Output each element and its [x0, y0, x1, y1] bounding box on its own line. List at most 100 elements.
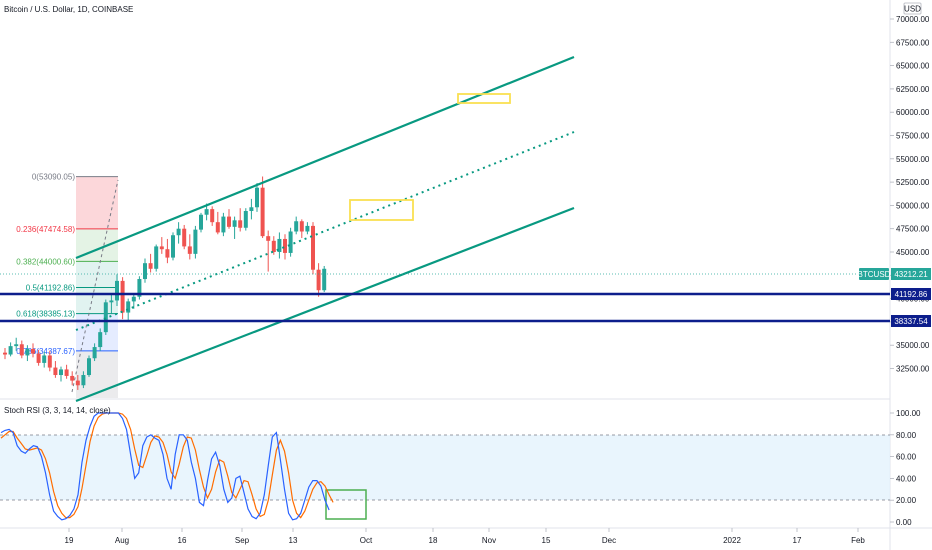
fib-zone-5: [76, 350, 118, 398]
fib-label-4: 0.618(38385.13): [16, 310, 75, 319]
candle-49: [277, 232, 282, 259]
fib-label-0: 0(53090.05): [32, 173, 75, 182]
time-tick-7: Nov: [482, 536, 496, 545]
candle-16: [92, 343, 97, 362]
channel-upper-line[interactable]: [75, 55, 575, 260]
time-tick-11: 17: [793, 536, 802, 545]
candle-5: [31, 343, 35, 358]
candle-14: [81, 371, 86, 389]
symbol-badge-text: BTCUSD: [858, 270, 891, 279]
candle-9: [53, 361, 58, 378]
candle-23: [131, 293, 136, 309]
candle-13: [75, 375, 80, 390]
candle-32: [182, 224, 187, 250]
rsi-highlight-box[interactable]: [325, 489, 367, 520]
rsi-tick-4: 20.00: [896, 496, 917, 505]
currency-text: USD: [904, 5, 921, 14]
candle-29: [165, 238, 170, 264]
candle-47: [266, 230, 271, 272]
channel-lower-line[interactable]: [75, 206, 575, 403]
target-box-mid[interactable]: [349, 199, 414, 221]
price-tick-4: 60000.00: [896, 108, 930, 117]
price-tick-15: 32500.00: [896, 365, 930, 374]
time-tick-10: 2022: [723, 536, 741, 545]
price-tick-10: 45000.00: [896, 248, 930, 257]
candle-26: [148, 253, 153, 273]
candle-12: [70, 371, 75, 386]
candle-50: [283, 234, 287, 260]
fib-label-1: 0.236(47474.58): [16, 225, 75, 234]
candle-11: [64, 364, 69, 379]
time-tick-2: 16: [178, 536, 187, 545]
candle-20: [115, 274, 119, 307]
price-tick-7: 52500.00: [896, 178, 930, 187]
candle-53: [299, 219, 304, 239]
candle-2: [14, 337, 19, 351]
candle-54: [305, 222, 310, 235]
drawings[interactable]: [0, 55, 890, 403]
price-tick-9: 47500.00: [896, 225, 930, 234]
price-tick-3: 62500.00: [896, 85, 930, 94]
price-tick-6: 55000.00: [896, 155, 930, 164]
time-tick-6: 18: [429, 536, 438, 545]
candle-19: [109, 294, 114, 314]
rsi-tick-5: 0.00: [896, 518, 912, 527]
candle-7: [42, 351, 47, 368]
rsi-band: [0, 435, 890, 500]
candle-40: [227, 209, 231, 229]
current-price-text: 43212.21: [894, 270, 928, 279]
stoch-rsi-k-line: [0, 412, 330, 521]
candle-48: [271, 236, 276, 255]
candle-52: [294, 216, 299, 235]
fib-label-5: 0.786(34387.67): [16, 347, 75, 356]
time-tick-9: Dec: [602, 536, 616, 545]
candle-38: [215, 211, 220, 235]
candle-15: [87, 355, 91, 377]
symbol-price-badge: BTCUSD: [858, 268, 891, 280]
candle-44: [249, 198, 254, 220]
candle-56: [316, 263, 321, 297]
main-pane[interactable]: [0, 0, 890, 398]
stoch-rsi-d-line: [0, 412, 334, 519]
candle-30: [171, 232, 175, 261]
rsi-title: Stoch RSI (3, 3, 14, 14, close): [4, 406, 111, 415]
time-tick-8: 15: [542, 536, 551, 545]
candle-0: [3, 347, 7, 360]
candle-37: [210, 206, 215, 226]
candle-39: [221, 212, 226, 237]
candle-6: [36, 349, 41, 366]
level2-price-badge: 38337.54: [891, 315, 931, 327]
current-price-badge: 43212.21: [891, 268, 931, 280]
time-tick-4: 13: [289, 536, 298, 545]
candle-17: [98, 328, 103, 351]
candle-25: [143, 258, 147, 283]
candle-24: [137, 276, 142, 300]
fib-label-2: 0.382(44000.60): [16, 257, 75, 266]
candle-34: [193, 225, 198, 259]
time-tick-1: Aug: [115, 536, 129, 545]
currency-label[interactable]: USD: [903, 2, 922, 15]
level1-price-badge: 41192.86: [891, 288, 931, 300]
candle-8: [47, 350, 52, 372]
level2-price-text: 38337.54: [894, 317, 928, 326]
price-tick-8: 50000.00: [896, 201, 930, 210]
time-tick-5: Oct: [360, 536, 373, 545]
time-tick-0: 19: [65, 536, 74, 545]
price-tick-1: 67500.00: [896, 38, 930, 47]
price-tick-2: 65000.00: [896, 62, 930, 71]
time-tick-12: Feb: [851, 536, 865, 545]
level1-price-text: 41192.86: [895, 290, 928, 299]
rsi-tick-1: 80.00: [896, 431, 917, 440]
rsi-tick-0: 100.00: [896, 409, 921, 418]
chart-title: Bitcoin / U.S. Dollar, 1D, COINBASE: [4, 5, 133, 14]
candle-4: [25, 345, 30, 362]
target-box-upper[interactable]: [457, 93, 511, 104]
candle-57: [322, 265, 327, 293]
fib-trend-line: [71, 179, 119, 393]
price-tick-0: 70000.00: [896, 15, 930, 24]
candles: [3, 176, 327, 390]
rsi-tick-3: 40.00: [896, 474, 917, 483]
candle-51: [288, 227, 293, 257]
time-tick-3: Sep: [235, 536, 250, 545]
